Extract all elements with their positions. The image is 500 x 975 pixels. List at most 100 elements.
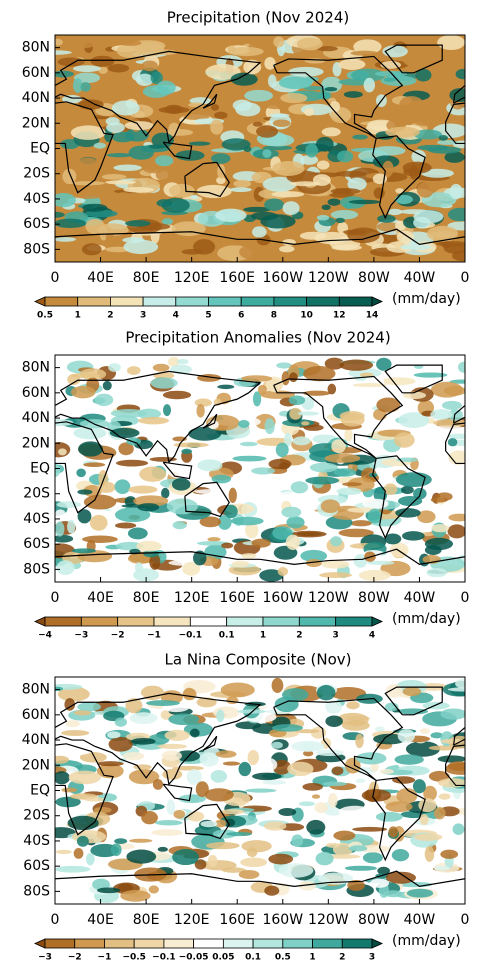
precip-cell [343,91,363,98]
precip-cell [271,677,284,694]
precip-cell [152,363,170,372]
precip-cell [273,36,285,48]
colorbar-label: −0.5 [122,953,145,963]
lat-label: 60S [23,216,50,232]
precip-cell [289,372,298,383]
precip-cell [227,45,236,55]
precip-cell [162,390,192,400]
precip-cell [396,788,418,804]
colorbar-segment [335,616,373,627]
precip-cell [252,226,267,238]
precip-cell [204,788,234,802]
precip-cell [271,741,283,749]
precip-cell [228,46,264,57]
precip-cell [352,383,387,388]
precip-cell [393,432,415,448]
precip-cell [204,544,227,560]
precip-cell [140,685,165,701]
precip-cell [70,125,106,140]
precip-cell [288,395,306,406]
precip-cell [391,849,410,862]
precip-cell [156,80,176,95]
lat-label: 40S [23,833,50,849]
colorbar-segment [226,616,264,627]
colorbar-end [371,938,383,949]
coastline [259,870,465,887]
precip-cell [269,113,290,118]
precip-cell [224,504,238,519]
colorbar-segment [77,296,111,307]
precip-cell [114,507,151,523]
colorbar-label: 1 [260,631,266,641]
precip-cell [241,840,272,853]
precip-cell [302,390,331,396]
lon-label: 80E [133,590,160,606]
precip-cell [124,496,137,507]
precip-cell [127,527,148,540]
precip-cell [339,411,365,421]
precip-cell [86,852,95,866]
precip-cell [216,709,225,723]
precip-cell [300,155,319,165]
precip-cell [351,68,386,82]
precip-cell [73,848,84,859]
coastline [55,743,114,836]
coastline [0,456,15,538]
precip-cell [149,553,161,570]
precip-cell [133,495,169,507]
precip-cell [375,811,403,822]
precip-cell [413,833,443,841]
precip-cell [194,859,207,870]
colorbar-label: −3 [38,953,52,963]
precip-cell [344,865,378,871]
lon-label: 160E [219,912,255,928]
precip-cell [197,882,211,897]
precip-cell [107,731,121,739]
precip-cell [154,820,183,826]
precip-cell [131,738,156,745]
precip-cell [315,749,344,757]
precip-cell [108,736,133,752]
precip-cell [243,59,262,75]
precip-cell [449,183,463,200]
colorbar-segment [163,938,195,949]
precip-cell [135,42,165,57]
precip-cell [163,404,172,417]
precip-cell [448,450,465,465]
lon-label: 160E [219,270,255,286]
colorbar-label: −3 [74,631,88,641]
precip-cell [426,568,448,578]
precip-cell [264,418,275,435]
lon-label: 120E [174,590,210,606]
lon-label: 80W [358,590,390,606]
precip-cell [396,230,415,243]
panel-title: La Nina Composite (Nov) [165,651,352,669]
colorbar-segment [133,938,165,949]
precip-cell [355,733,364,749]
precip-cell [331,766,344,776]
precip-cell [119,40,142,46]
precip-cell [347,177,367,191]
lon-label: 120W [308,270,349,286]
precip-cell [282,201,300,216]
colorbar-label: −1 [147,631,161,641]
precip-cell [346,701,360,710]
lat-label: 60N [22,707,50,723]
precip-cell [188,141,211,146]
precip-cell [257,384,267,395]
precip-cell [314,802,328,814]
precip-cell [55,509,66,519]
lat-label: 80N [22,682,50,698]
precip-cell [305,559,322,568]
precip-cell [325,854,361,859]
precip-cell [141,811,158,825]
precip-cell [73,710,92,716]
precip-cell [55,193,76,208]
lat-label: 60N [22,385,50,401]
precip-cell [215,208,247,222]
precip-cell [226,696,239,705]
precip-cell [55,796,81,808]
precip-cell [68,770,101,785]
lon-label: 40E [87,270,114,286]
